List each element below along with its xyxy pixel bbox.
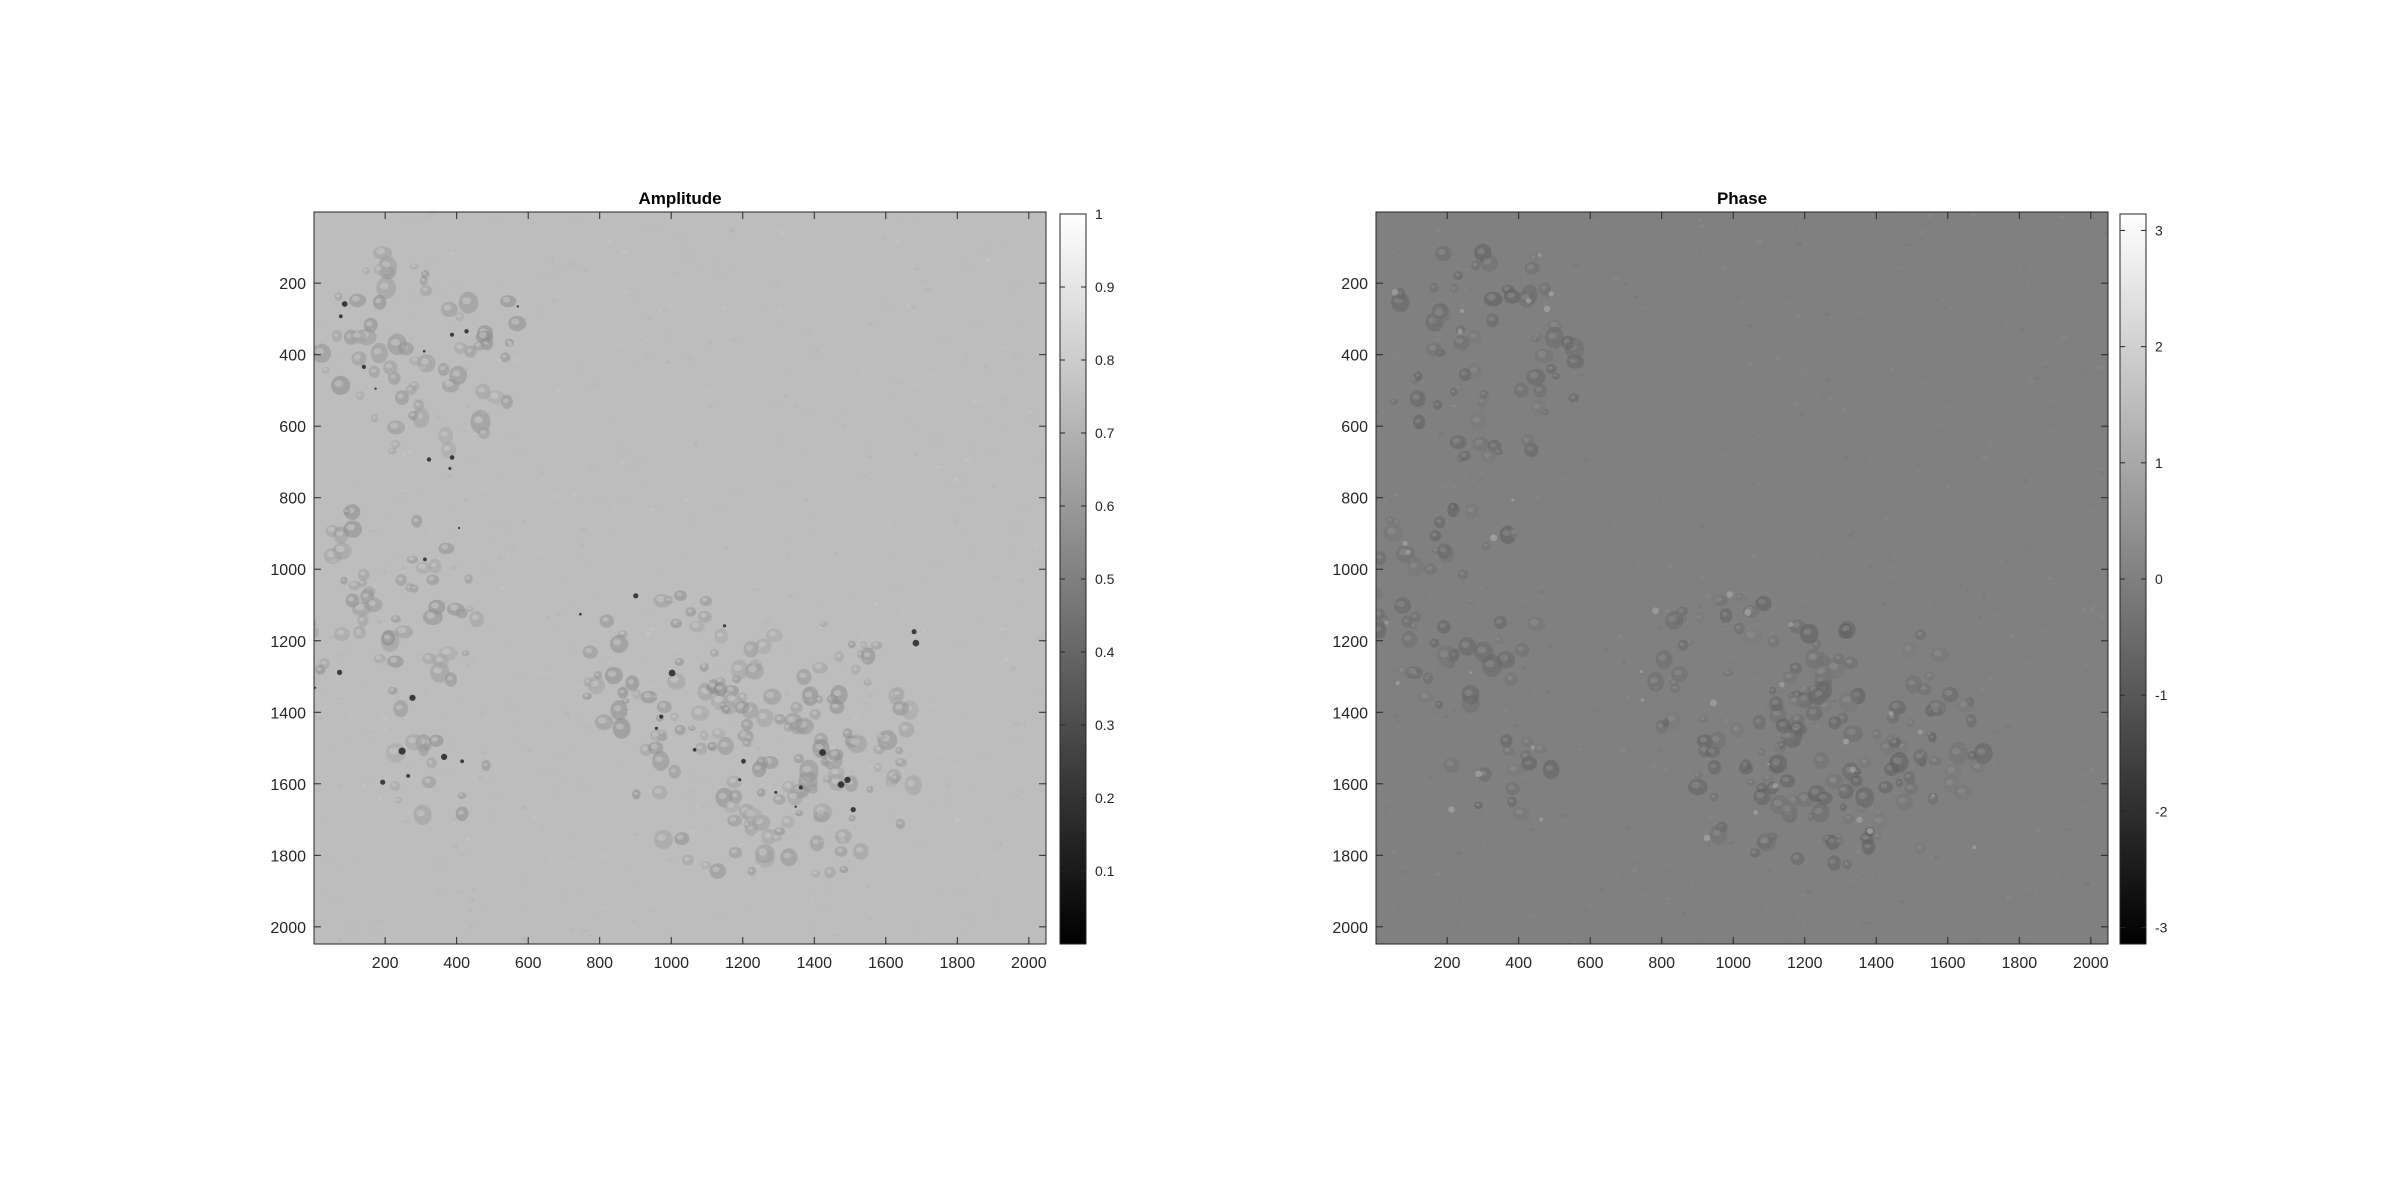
x-tick-label: 400 (443, 955, 470, 972)
x-tick-label: 400 (1505, 955, 1532, 972)
x-tick-label: 600 (515, 955, 542, 972)
colorbar-tick-label: 3 (2155, 222, 2163, 238)
y-tick-label: 2000 (1332, 920, 1368, 937)
colorbar-tick-label: 1 (2155, 455, 2163, 471)
y-tick-label: 1400 (270, 705, 306, 722)
x-tick-label: 800 (1648, 955, 1675, 972)
colorbar-tick-label: -2 (2155, 803, 2168, 819)
image-amplitude (314, 212, 1046, 944)
x-tick-label: 600 (1577, 955, 1604, 972)
y-tick-label: 1600 (270, 777, 306, 794)
colorbar-tick-label: 0.1 (1095, 863, 1115, 879)
axes-box (1375, 211, 2109, 945)
colorbar-tick-label: 0.8 (1095, 352, 1115, 368)
axes-box (313, 211, 1047, 945)
colorbar-tick-label: 2 (2155, 339, 2163, 355)
x-tick-label: 1800 (940, 955, 976, 972)
image-phase (1376, 212, 2108, 944)
colorbar-tick-label: 0.9 (1095, 279, 1115, 295)
x-tick-label: 1000 (1715, 955, 1751, 972)
y-tick-label: 1800 (270, 848, 306, 865)
y-tick-label: 1800 (1332, 848, 1368, 865)
x-tick-label: 800 (586, 955, 613, 972)
x-tick-label: 1000 (653, 955, 689, 972)
x-tick-label: 200 (372, 955, 399, 972)
y-tick-label: 400 (279, 348, 306, 365)
x-tick-label: 2000 (1011, 955, 1047, 972)
colorbar-tick-label: 0.5 (1095, 571, 1115, 587)
y-tick-label: 200 (279, 276, 306, 293)
y-tick-label: 1200 (270, 634, 306, 651)
colorbar-tick-label: 0 (2155, 571, 2163, 587)
colorbar-tick-label: 0.3 (1095, 717, 1115, 733)
y-tick-label: 200 (1341, 276, 1368, 293)
y-tick-label: 2000 (270, 920, 306, 937)
y-tick-label: 1000 (1332, 562, 1368, 579)
x-tick-label: 1600 (1930, 955, 1966, 972)
x-tick-label: 1600 (868, 955, 904, 972)
y-tick-label: 1000 (270, 562, 306, 579)
colorbar-tick-label: 0.7 (1095, 425, 1115, 441)
x-tick-label: 2000 (2073, 955, 2109, 972)
x-tick-label: 1400 (796, 955, 832, 972)
colorbar-tick-label: 0.6 (1095, 498, 1115, 514)
x-tick-label: 1800 (2002, 955, 2038, 972)
x-tick-label: 1200 (1787, 955, 1823, 972)
colorbar-tick-label: 0.4 (1095, 644, 1115, 660)
y-tick-label: 600 (279, 419, 306, 436)
colorbar-tick-label: 1 (1095, 206, 1103, 222)
chart-title: Amplitude (638, 189, 721, 208)
y-tick-label: 600 (1341, 419, 1368, 436)
x-tick-label: 200 (1434, 955, 1461, 972)
colorbar-tick-label: 0.2 (1095, 790, 1115, 806)
x-tick-label: 1400 (1858, 955, 1894, 972)
y-tick-label: 1200 (1332, 634, 1368, 651)
y-tick-label: 800 (1341, 491, 1368, 508)
image-background (1376, 212, 2108, 944)
colorbar-tick-label: -3 (2155, 920, 2168, 936)
y-tick-label: 400 (1341, 348, 1368, 365)
x-tick-label: 1200 (725, 955, 761, 972)
colorbar-tick-label: -1 (2155, 687, 2168, 703)
y-tick-label: 1400 (1332, 705, 1368, 722)
chart-title: Phase (1717, 189, 1767, 208)
y-tick-label: 800 (279, 491, 306, 508)
y-tick-label: 1600 (1332, 777, 1368, 794)
